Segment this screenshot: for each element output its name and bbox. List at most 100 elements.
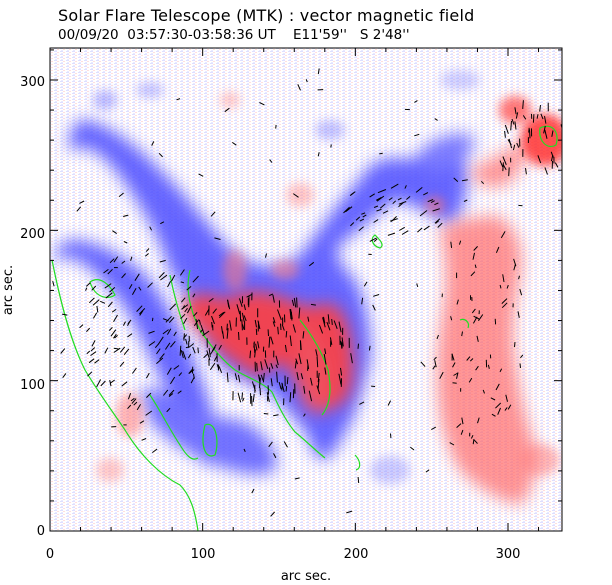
field-vector xyxy=(473,438,478,444)
field-vector xyxy=(189,343,195,347)
field-vector xyxy=(141,438,147,441)
field-vector xyxy=(182,350,187,360)
field-vector xyxy=(373,205,379,208)
y-axis-label: arc sec. xyxy=(1,265,16,315)
field-vector xyxy=(87,371,93,377)
field-vector xyxy=(519,288,523,296)
field-vector xyxy=(289,335,292,347)
field-vector xyxy=(130,256,133,261)
field-vector xyxy=(502,164,507,171)
field-vector xyxy=(522,100,524,109)
y-tick-label: 200 xyxy=(20,227,45,242)
field-vector xyxy=(477,417,480,424)
field-vector xyxy=(379,152,383,155)
field-vector xyxy=(236,304,241,315)
field-vector xyxy=(164,342,171,350)
field-vector xyxy=(423,192,429,196)
field-vector xyxy=(272,294,275,303)
field-vector xyxy=(103,268,109,274)
field-vector xyxy=(119,346,126,353)
field-vector xyxy=(262,372,265,383)
field-vector xyxy=(341,337,344,347)
field-vector xyxy=(399,226,405,231)
field-vector xyxy=(113,347,119,350)
field-vector xyxy=(260,374,264,381)
field-vector xyxy=(275,364,278,369)
field-vector xyxy=(91,340,96,347)
field-vector xyxy=(508,138,513,149)
field-vector xyxy=(127,321,131,326)
field-vector xyxy=(209,362,216,371)
field-vector xyxy=(206,350,211,361)
field-vector xyxy=(195,318,199,330)
field-vector xyxy=(112,230,117,235)
field-vector xyxy=(415,187,423,193)
field-vector xyxy=(158,152,163,158)
field-vector xyxy=(404,185,407,189)
field-vector xyxy=(318,324,324,334)
observation-date: 00/09/20 xyxy=(58,27,119,43)
field-vector xyxy=(491,413,496,417)
field-vector xyxy=(359,401,365,405)
field-vector xyxy=(242,324,245,330)
field-vector xyxy=(510,120,512,131)
field-vector xyxy=(276,371,278,383)
field-vector xyxy=(387,400,392,406)
y-tick-label: 0 xyxy=(37,524,45,539)
field-vector xyxy=(518,275,520,280)
field-vector xyxy=(192,293,196,298)
field-vector xyxy=(221,326,224,334)
field-vector xyxy=(461,417,464,425)
field-vector xyxy=(208,297,214,303)
field-vector xyxy=(263,413,269,415)
field-vector xyxy=(536,114,539,119)
field-vector xyxy=(218,344,222,350)
field-vector xyxy=(203,353,209,359)
field-vector xyxy=(255,343,258,351)
field-vector xyxy=(92,312,98,319)
field-vector xyxy=(197,347,199,354)
field-vector xyxy=(490,397,496,401)
field-vector xyxy=(96,379,102,388)
field-vector xyxy=(472,252,475,260)
field-vector xyxy=(363,281,368,287)
field-vector xyxy=(270,511,275,517)
field-vector xyxy=(456,423,462,428)
field-vector xyxy=(322,317,326,328)
field-vector xyxy=(151,317,154,322)
field-vector xyxy=(406,196,411,200)
field-vector xyxy=(268,293,274,297)
field-vector xyxy=(504,124,509,134)
field-vector xyxy=(180,313,186,319)
field-vector xyxy=(139,420,145,424)
field-vector xyxy=(514,121,517,130)
field-vector xyxy=(515,112,519,119)
field-vector xyxy=(192,275,199,283)
field-vector xyxy=(127,333,133,338)
field-vector xyxy=(345,206,353,213)
field-vector xyxy=(398,201,407,205)
field-vector xyxy=(131,398,137,404)
field-vector xyxy=(449,442,455,446)
field-vector xyxy=(431,426,437,431)
field-vector xyxy=(290,309,293,319)
field-vector xyxy=(114,335,118,339)
field-vector xyxy=(251,381,256,392)
field-vector xyxy=(529,129,531,139)
field-vector xyxy=(316,385,321,395)
field-vector xyxy=(177,390,182,394)
field-vector xyxy=(513,264,516,271)
field-vector xyxy=(193,312,198,317)
field-vector xyxy=(149,226,153,231)
field-vector xyxy=(499,368,503,373)
field-vector xyxy=(416,283,419,288)
field-vector xyxy=(90,347,96,352)
field-vector xyxy=(131,288,137,296)
field-vector xyxy=(323,353,327,365)
field-vector xyxy=(373,294,380,297)
field-vector xyxy=(432,208,440,212)
field-vector xyxy=(434,202,439,206)
field-vector xyxy=(148,330,155,334)
field-vector xyxy=(450,316,453,321)
